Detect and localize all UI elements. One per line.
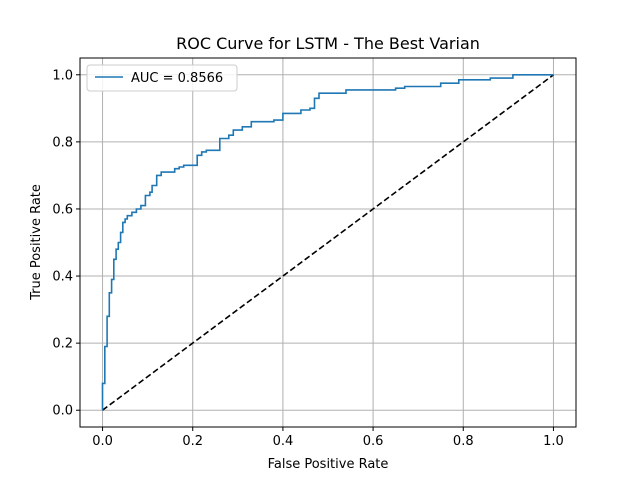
x-tick-label: 1.0 xyxy=(543,434,564,449)
y-tick-label: 0.0 xyxy=(52,404,73,419)
x-axis-label: False Positive Rate xyxy=(268,457,389,472)
x-tick-label: 0.4 xyxy=(273,434,294,449)
y-tick-label: 0.4 xyxy=(52,270,73,285)
diagonal-reference-layer xyxy=(102,74,554,411)
y-tick-label: 0.2 xyxy=(52,337,73,352)
y-tick-label: 0.6 xyxy=(52,202,73,217)
y-tick-label: 0.8 xyxy=(52,135,73,150)
x-tick-label: 0.2 xyxy=(182,434,203,449)
roc-curve-line xyxy=(101,74,554,411)
y-tick-label: 1.0 xyxy=(52,68,73,83)
chart-title: ROC Curve for LSTM - The Best Varian xyxy=(176,34,480,53)
roc-curve-layer xyxy=(101,74,554,411)
diagonal-reference-line xyxy=(102,74,554,411)
legend-label-auc: AUC = 0.8566 xyxy=(131,71,223,86)
x-tick-label: 0.8 xyxy=(453,434,474,449)
x-tick-label: 0.6 xyxy=(363,434,384,449)
legend: AUC = 0.8566 xyxy=(86,64,238,92)
y-axis-label: True Positive Rate xyxy=(29,184,44,301)
x-tick-label: 0.0 xyxy=(92,434,113,449)
legend-box xyxy=(86,64,238,92)
plot-frame xyxy=(79,57,577,428)
axis-ticks: 0.0 0.2 0.4 0.6 0.8 1.0 0.0 0.2 0.4 0.6 0.8 1.0 xyxy=(52,68,563,449)
